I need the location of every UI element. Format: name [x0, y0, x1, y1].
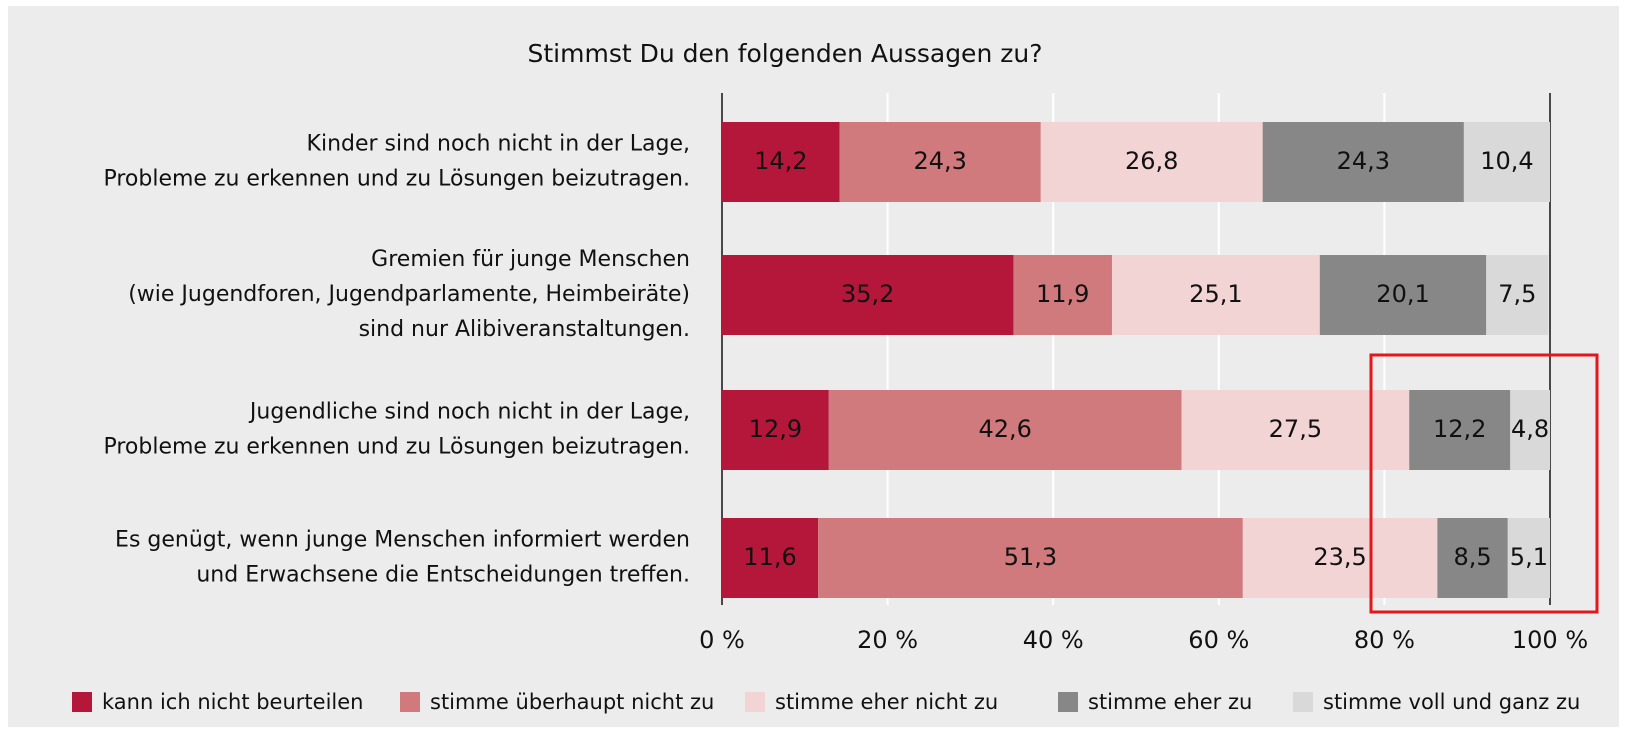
bar-segment [1111, 255, 1320, 335]
data-label: 24,3 [913, 147, 966, 175]
chart-title: Stimmst Du den folgenden Aussagen zu? [528, 39, 1043, 68]
legend-swatch [1058, 692, 1078, 712]
data-label: 11,9 [1036, 280, 1089, 308]
category-label: Probleme zu erkennen und zu Lösungen bei… [103, 167, 690, 192]
bar-segment [1319, 255, 1487, 335]
bar-segment [722, 518, 819, 598]
data-label: 27,5 [1269, 415, 1322, 443]
legend-swatch [745, 692, 765, 712]
data-label: 4,8 [1511, 415, 1549, 443]
data-label: 12,2 [1433, 415, 1486, 443]
data-label: 7,5 [1498, 280, 1536, 308]
highlight-box [1369, 353, 1599, 614]
legend-label: stimme eher nicht zu [775, 690, 998, 714]
bar-segment [722, 390, 829, 470]
data-label: 14,2 [754, 147, 807, 175]
category-label: und Erwachsene die Entscheidungen treffe… [196, 563, 690, 588]
bar-segment [818, 518, 1243, 598]
data-label: 12,9 [749, 415, 802, 443]
legend-swatch [1293, 692, 1313, 712]
data-label: 8,5 [1453, 543, 1491, 571]
category-label: Kinder sind noch nicht in der Lage, [307, 132, 690, 157]
data-label: 23,5 [1313, 543, 1366, 571]
bar-segment [722, 255, 1014, 335]
bar-segment [1437, 518, 1508, 598]
category-label: Probleme zu erkennen und zu Lösungen bei… [103, 435, 690, 460]
legend-label: stimme voll und ganz zu [1323, 690, 1580, 714]
bar-segment [1013, 255, 1112, 335]
bar-segment [828, 390, 1182, 470]
data-label: 42,6 [978, 415, 1031, 443]
bar-segment [1409, 390, 1511, 470]
x-tick-label: 80 % [1354, 626, 1415, 654]
bar-segment [1262, 122, 1464, 202]
legend-label: kann ich nicht beurteilen [102, 690, 363, 714]
category-label: Es genügt, wenn junge Menschen informier… [115, 528, 690, 553]
data-label: 5,1 [1510, 543, 1548, 571]
x-tick-label: 20 % [857, 626, 918, 654]
x-tick-label: 40 % [1023, 626, 1084, 654]
bar-segment [1242, 518, 1438, 598]
category-label: sind nur Alibiveranstaltungen. [359, 317, 690, 342]
bar-segment [1507, 518, 1550, 598]
data-label: 20,1 [1376, 280, 1429, 308]
bar-segment [1040, 122, 1263, 202]
bar-segment [839, 122, 1041, 202]
legend-label: stimme überhaupt nicht zu [430, 690, 714, 714]
x-tick-label: 60 % [1188, 626, 1249, 654]
x-tick-label: 100 % [1512, 626, 1588, 654]
data-label: 24,3 [1337, 147, 1390, 175]
legend-swatch [72, 692, 92, 712]
data-label: 26,8 [1125, 147, 1178, 175]
bar-segment [1510, 390, 1550, 470]
legend-label: stimme eher zu [1088, 690, 1252, 714]
data-label: 11,6 [743, 543, 796, 571]
data-label: 35,2 [841, 280, 894, 308]
category-label: Gremien für junge Menschen [371, 247, 690, 272]
bar-segment [1486, 255, 1549, 335]
panel [8, 6, 1619, 727]
data-label: 25,1 [1189, 280, 1242, 308]
data-label: 51,3 [1004, 543, 1057, 571]
x-tick-label: 0 % [699, 626, 745, 654]
category-label: Jugendliche sind noch nicht in der Lage, [248, 400, 690, 425]
legend-swatch [400, 692, 420, 712]
bar-segment [1463, 122, 1550, 202]
bar-segment [722, 122, 840, 202]
data-label: 10,4 [1480, 147, 1533, 175]
category-label: (wie Jugendforen, Jugendparlamente, Heim… [128, 282, 690, 307]
